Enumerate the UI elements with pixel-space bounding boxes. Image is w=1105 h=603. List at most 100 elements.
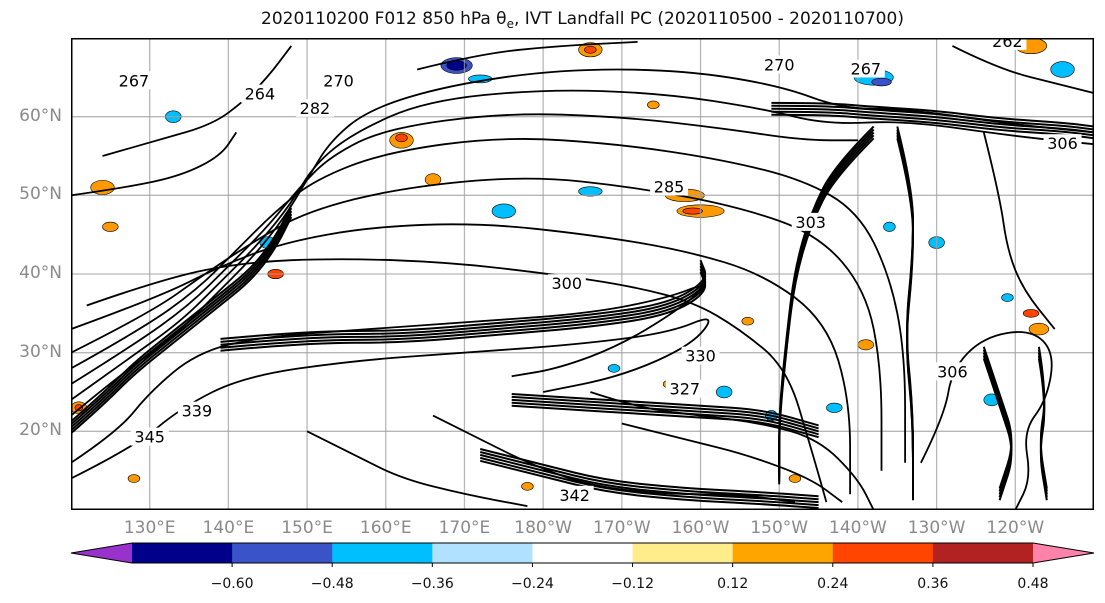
colorbar-segment — [632, 543, 734, 563]
theta-e-tight-contour — [71, 204, 293, 423]
title-suffix: , IVT Landfall PC (2020110500 - 20201107… — [513, 9, 904, 29]
colorbar-tick-label: −0.36 — [410, 576, 454, 592]
contour-label: 306 — [1047, 134, 1078, 153]
latitude-label: 20°N — [19, 420, 62, 441]
theta-e-tight-contour — [220, 268, 707, 349]
contour-label-bg — [846, 59, 885, 78]
contour-label-bg — [295, 98, 334, 117]
ivt-shading-blob — [857, 339, 874, 351]
colorbar-segment — [532, 543, 634, 563]
longitude-label: 160°W — [671, 518, 730, 538]
contour-label-bg — [177, 401, 216, 420]
contour-label: 262 — [992, 38, 1023, 51]
theta-e-tight-contour — [982, 355, 1013, 498]
contour-label-bg — [665, 379, 704, 398]
colorbar-tick-label: 0.36 — [917, 576, 949, 592]
colorbar-extend-low — [71, 543, 132, 563]
map-title: 2020110200 F012 850 hPa θe, IVT Landfall… — [0, 9, 1105, 31]
theta-e-contour — [71, 223, 851, 495]
longitude-label: 140°E — [202, 518, 255, 538]
ivt-shading-blob — [74, 404, 84, 412]
theta-e-tight-contour — [479, 448, 819, 498]
contour-label: 300 — [551, 274, 582, 293]
contour-label: 267 — [851, 59, 882, 78]
theta-e-contour — [621, 422, 843, 503]
theta-e-tight-contour — [479, 459, 819, 509]
longitude-label: 170°E — [438, 518, 491, 538]
map-canvas: 270 264 282 267 270 267 262 306 285 303 300 330 327 3… — [71, 38, 1094, 510]
longitude-label: 140°W — [829, 518, 887, 538]
theta-e-contour — [920, 331, 1053, 510]
longitude-label: 120°W — [986, 518, 1045, 538]
colorbar-tick-label: −0.60 — [210, 576, 254, 592]
title-main: 2020110200 F012 850 hPa θ — [261, 9, 507, 29]
theta-e-contour — [416, 41, 638, 71]
colorbar-segment — [232, 543, 333, 563]
contour-label-bg — [791, 212, 830, 231]
contour-label-bg — [650, 177, 689, 196]
ivt-shading-blob — [871, 77, 892, 87]
longitude-label: 130°E — [123, 518, 176, 538]
longitude-label: 160°E — [359, 518, 412, 538]
theta-e-tight-contour — [220, 259, 707, 340]
theta-e-tight-contour — [511, 404, 819, 439]
ivt-shading-blob — [491, 203, 516, 219]
theta-e-tight-contour — [71, 213, 293, 432]
contour-label-bg — [760, 55, 799, 74]
contour-label-bg — [240, 84, 279, 103]
contour-label-bg — [114, 71, 153, 90]
ivt-shading-blob — [826, 402, 843, 413]
theta-e-tight-contour — [771, 104, 1094, 131]
theta-e-contour — [71, 89, 1094, 401]
colorbar-outline — [70, 542, 1095, 564]
ivt-shading-blob — [1001, 293, 1014, 302]
colorbar-segment — [732, 543, 834, 563]
latitude-label: 30°N — [19, 341, 62, 362]
contour-label-bg — [547, 274, 586, 293]
theta-e-tight-contour — [896, 126, 914, 489]
theta-e-tight-contour — [511, 401, 819, 436]
map-frame — [71, 38, 1094, 510]
ivt-shading-blob — [715, 385, 733, 399]
contour-label: 303 — [795, 213, 826, 232]
contour-label: 342 — [559, 486, 590, 505]
contour-label: 327 — [670, 380, 701, 399]
theta-e-contour — [71, 131, 238, 197]
contour-label-bg — [933, 362, 972, 381]
ivt-shading-blob — [883, 221, 896, 232]
theta-e-tight-contour — [220, 271, 707, 352]
colorbar-segment — [932, 543, 1034, 563]
theta-e-tight-contour — [778, 125, 875, 473]
theta-e-tight-contour — [479, 451, 819, 501]
ivt-shading-blob — [521, 482, 534, 491]
ivt-shading-blob — [1022, 309, 1040, 318]
latitude-label: 40°N — [19, 263, 62, 283]
contour-label-bg — [988, 38, 1027, 50]
theta-e-tight-contour — [771, 107, 1094, 134]
ivt-shading-blob — [584, 45, 597, 54]
longitude-label: 170°W — [592, 518, 651, 538]
theta-e-contour — [71, 285, 702, 464]
theta-e-tight-contour — [71, 207, 293, 426]
colorbar-tick-label: 0.48 — [1017, 576, 1049, 592]
longitude-label: 150°W — [750, 518, 809, 538]
contour-label-bg — [555, 485, 594, 504]
colorbar-tick-label: 0.12 — [717, 576, 749, 592]
theta-e-contour — [951, 45, 1094, 94]
ivt-shading-blob — [788, 474, 802, 483]
theta-e-tight-contour — [71, 210, 293, 429]
ivt-shading-blob — [647, 100, 660, 110]
theta-e-tight-contour — [1037, 346, 1048, 489]
colorbar-segment — [432, 543, 533, 563]
theta-e-tight-contour — [71, 216, 293, 435]
contour-label: 267 — [119, 71, 150, 90]
theta-e-contour — [71, 138, 906, 463]
colorbar-segment — [332, 543, 433, 563]
colorbar-tick-label: −0.48 — [310, 576, 354, 592]
theta-e-tight-contour — [479, 453, 819, 504]
contour-label-bg — [319, 71, 358, 90]
theta-e-contour — [982, 132, 1056, 330]
contour-label: 339 — [182, 402, 213, 421]
colorbar-tick-label: 0.24 — [817, 576, 849, 592]
contour-label: 282 — [300, 99, 331, 118]
